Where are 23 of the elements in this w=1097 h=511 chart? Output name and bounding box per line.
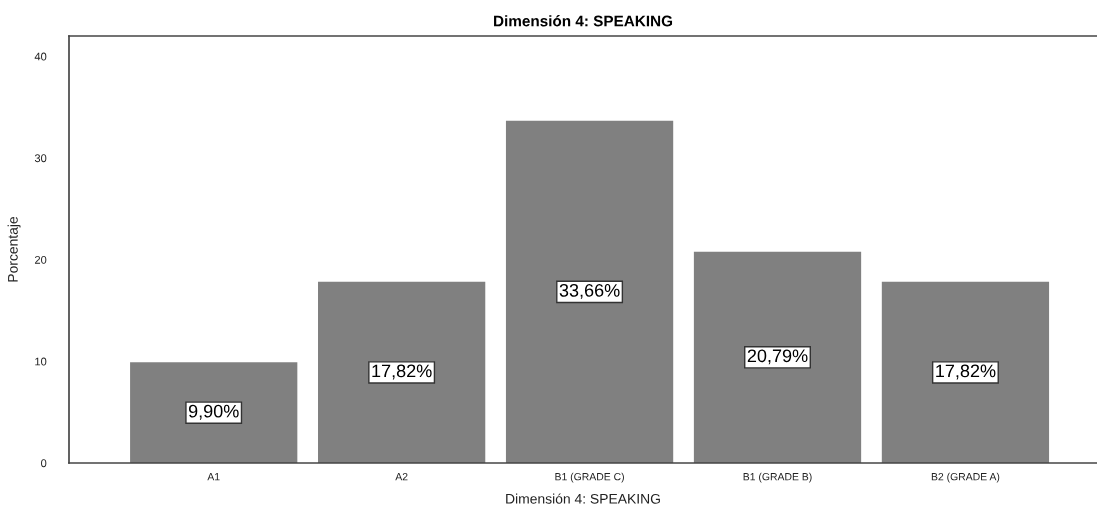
x-tick-label: A1: [207, 473, 220, 481]
x-tick-label: B2 (GRADE A): [931, 472, 1000, 483]
data-label: 17,82%: [372, 364, 432, 380]
data-label: 9,90%: [188, 404, 239, 420]
y-axis-title: Porcentaje: [7, 216, 21, 282]
bar: [881, 281, 1050, 463]
chart-title: Dimensión 4: SPEAKING: [494, 15, 673, 27]
bar: [130, 362, 298, 463]
y-tick-label: 40: [34, 52, 47, 61]
x-tick-label: B1 (GRADE B): [743, 472, 812, 483]
data-label: 33,66%: [559, 283, 620, 299]
y-tick-label: 10: [35, 357, 47, 366]
x-tick-label: B1 (GRADE C): [555, 472, 624, 483]
y-tick-label: 30: [34, 154, 47, 163]
bar: [318, 281, 486, 463]
data-label: 17,82%: [936, 364, 996, 380]
data-label: 20,79%: [747, 349, 808, 365]
y-tick-label: 0: [41, 459, 47, 468]
bar: [505, 120, 674, 463]
x-tick-label: A2: [395, 473, 408, 481]
bar: [693, 251, 862, 463]
x-axis-title: Dimensión 4: SPEAKING: [506, 493, 660, 504]
y-tick-label: 20: [34, 255, 47, 264]
